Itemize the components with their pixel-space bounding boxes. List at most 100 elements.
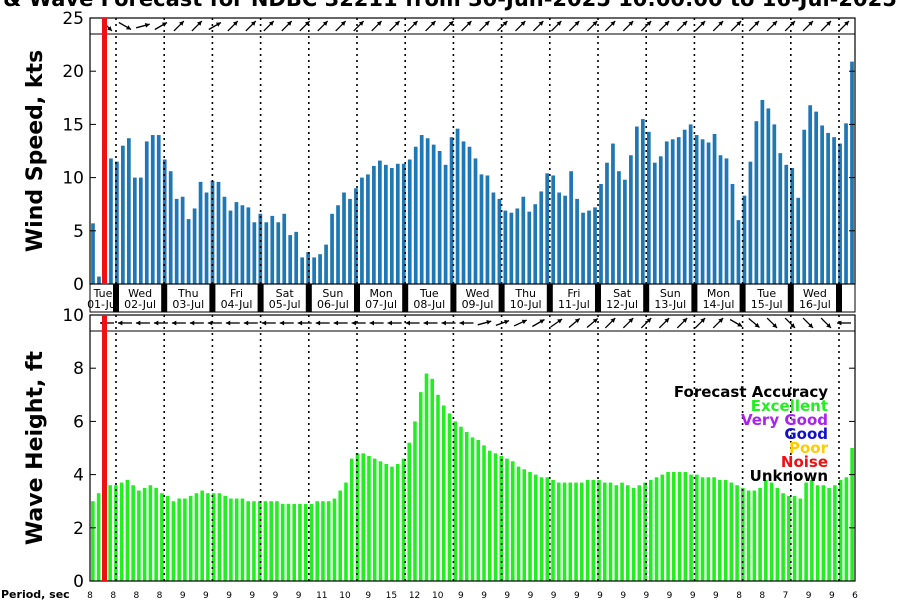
wind-direction-arrow bbox=[136, 23, 150, 29]
wind-bar bbox=[730, 183, 735, 284]
wave-bar bbox=[367, 455, 371, 581]
wind-bar bbox=[294, 231, 299, 284]
day-name: Sat bbox=[613, 287, 632, 300]
wave-bar bbox=[476, 440, 481, 581]
wind-bar bbox=[844, 123, 848, 284]
period-value: 8 bbox=[157, 591, 163, 600]
wind-bar bbox=[258, 213, 263, 284]
wave-bar bbox=[539, 477, 544, 581]
wave-ytick-label: 2 bbox=[73, 519, 84, 539]
wind-bar bbox=[611, 143, 615, 284]
period-value: 9 bbox=[365, 591, 371, 600]
wave-bar bbox=[493, 453, 498, 581]
day-name: Sun bbox=[322, 287, 343, 300]
wave-bar bbox=[125, 479, 130, 581]
day-date: 13-Jul bbox=[654, 298, 686, 311]
legend-very-good: Very Good bbox=[741, 411, 828, 429]
wind-bar bbox=[796, 197, 801, 284]
legend-excellent: Excellent bbox=[751, 397, 828, 415]
day-date: 09-Jul bbox=[462, 298, 494, 311]
wave-bar bbox=[309, 503, 314, 581]
wind-bar bbox=[605, 162, 609, 284]
period-value: 9 bbox=[620, 591, 626, 600]
period-value: 9 bbox=[481, 591, 487, 600]
wave-bar bbox=[154, 487, 158, 581]
wind-bar bbox=[533, 204, 538, 284]
wind-y-axis: 0 5 10 15 20 25 bbox=[62, 9, 855, 295]
wind-bar bbox=[270, 215, 275, 284]
wave-bar bbox=[131, 485, 135, 581]
wave-bar bbox=[683, 471, 688, 581]
period-value: 10 bbox=[339, 591, 351, 600]
wave-bar bbox=[292, 503, 296, 581]
day-name: Tue bbox=[93, 287, 113, 300]
wind-bar bbox=[378, 160, 382, 284]
wind-direction-arrow bbox=[425, 20, 436, 32]
wave-y-label: Wave Height, ft bbox=[23, 350, 48, 545]
day-date: 11-Jul bbox=[558, 298, 590, 311]
wave-bar bbox=[637, 485, 642, 581]
wave-bar bbox=[206, 493, 210, 581]
wind-bar bbox=[778, 153, 783, 284]
wind-bar bbox=[150, 135, 155, 284]
wave-bar bbox=[142, 487, 147, 581]
wind-bar bbox=[640, 119, 645, 284]
wave-bar bbox=[96, 493, 101, 581]
wave-bar bbox=[810, 479, 814, 581]
wind-bar bbox=[515, 208, 520, 284]
period-value: 12 bbox=[409, 591, 420, 600]
wave-bar bbox=[200, 490, 204, 581]
wind-bar bbox=[252, 222, 257, 284]
wind-ytick-label: 15 bbox=[62, 115, 84, 135]
wind-bar bbox=[407, 159, 412, 284]
wave-bar bbox=[510, 461, 515, 581]
wind-direction-arrow bbox=[191, 20, 203, 32]
wind-bar bbox=[324, 244, 328, 284]
wind-direction-arrow bbox=[766, 20, 778, 32]
wave-direction-arrow bbox=[694, 317, 706, 329]
wind-bar bbox=[635, 126, 639, 284]
wind-bar bbox=[246, 207, 251, 284]
wave-bar bbox=[303, 503, 308, 581]
wave-bar bbox=[269, 501, 273, 581]
wind-bar bbox=[539, 191, 544, 284]
wind-bar bbox=[300, 257, 305, 284]
wave-bar bbox=[815, 485, 820, 581]
wind-bar bbox=[509, 212, 514, 284]
wind-bar bbox=[312, 257, 316, 284]
wind-direction-arrow bbox=[533, 20, 544, 32]
day-date: 01-Jul bbox=[87, 298, 119, 311]
wind-bar bbox=[156, 135, 161, 284]
wave-bar bbox=[315, 501, 319, 581]
wind-ytick-label: 25 bbox=[62, 9, 84, 29]
wind-bar bbox=[491, 192, 496, 284]
period-value: 9 bbox=[551, 591, 557, 600]
wind-direction-arrow bbox=[820, 20, 832, 32]
wave-bar bbox=[487, 450, 492, 581]
wind-bar bbox=[461, 141, 466, 284]
wind-bar bbox=[497, 198, 502, 284]
wave-bar bbox=[114, 485, 118, 581]
wind-bar bbox=[234, 202, 239, 284]
day-date: 08-Jul bbox=[413, 298, 445, 311]
day-date: 16-Jul bbox=[799, 298, 831, 311]
wind-direction-arrow bbox=[694, 20, 706, 32]
wind-bar bbox=[192, 208, 197, 284]
wave-bar bbox=[712, 477, 716, 581]
wind-bar bbox=[372, 165, 376, 284]
chart-title: & Wave Forecast for NDBC 32211 from 30-J… bbox=[3, 0, 897, 11]
wind-bar bbox=[736, 220, 741, 284]
wave-bar bbox=[798, 498, 803, 581]
wind-bar bbox=[204, 192, 209, 284]
day-name: Thu bbox=[177, 287, 199, 300]
wind-bar bbox=[348, 198, 352, 284]
wave-direction-arrow bbox=[189, 320, 204, 326]
wind-bar bbox=[479, 174, 484, 284]
wind-bar bbox=[724, 158, 729, 284]
wind-bar bbox=[216, 181, 221, 284]
wind-bar bbox=[449, 137, 454, 284]
wave-bar bbox=[188, 495, 193, 581]
wind-bar bbox=[850, 61, 854, 285]
wave-direction-arrow bbox=[622, 317, 634, 329]
